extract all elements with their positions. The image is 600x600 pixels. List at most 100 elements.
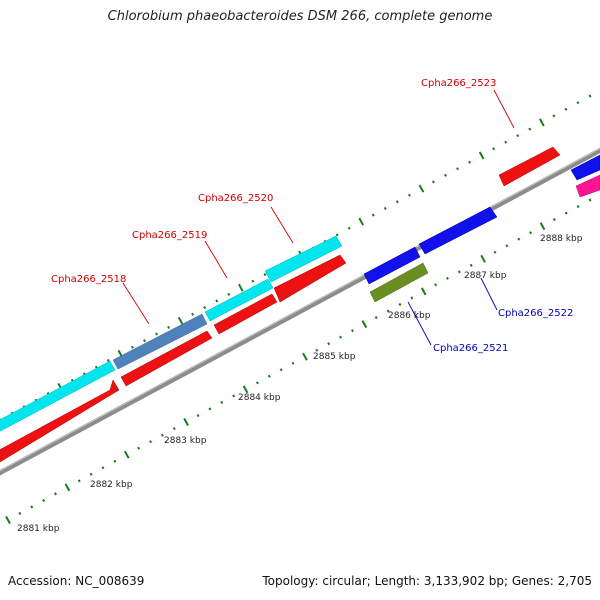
gene-feature-magenta[interactable] [575,174,600,198]
inner-major-tick [242,385,249,394]
kbp-label-2881: 2881 kbp [17,524,60,534]
outer-minor-tick [191,312,195,316]
inner-minor-tick [374,316,378,320]
outer-minor-tick [444,173,447,177]
gene-feature-cyan-2[interactable] [204,278,274,322]
kbp-label-2888: 2888 kbp [540,234,583,244]
inner-minor-tick [469,263,473,267]
gene-feature-blue-2[interactable] [418,206,498,255]
outer-minor-tick [203,306,207,310]
gene-label-2518[interactable]: Cpha266_2518 [51,274,126,285]
label-leaders [122,89,515,346]
inner-minor-tick [137,446,141,450]
inner-minor-tick [410,296,414,300]
inner-minor-tick [279,368,283,372]
gene-feature-cyan-3[interactable] [264,235,343,283]
inner-major-tick [361,320,368,329]
gene-label-2523[interactable]: Cpha266_2523 [421,78,496,89]
inner-tick-row [5,198,592,524]
leader-2519 [204,240,228,279]
kbp-label-2883: 2883 kbp [164,436,207,446]
outer-minor-tick [143,339,146,343]
inner-minor-tick [351,329,354,333]
outer-minor-tick [335,233,339,237]
inner-major-tick [123,450,130,459]
outer-minor-tick [504,140,508,144]
kbp-label-2885: 2885 kbp [313,352,356,362]
accession-text: Accession: NC_008639 [8,574,145,588]
outer-major-tick [418,184,425,193]
inner-minor-tick [588,198,592,202]
outer-minor-tick [131,345,134,349]
gene-feature-blue-3[interactable] [570,154,600,181]
gene-features [0,146,600,465]
outer-minor-tick [516,134,520,138]
inner-minor-tick [149,440,152,444]
inner-minor-tick [267,374,271,378]
outer-minor-tick [395,200,399,204]
inner-major-tick [64,483,71,492]
inner-minor-tick [517,237,521,241]
outer-minor-tick [263,273,267,277]
inner-minor-tick [291,361,295,365]
inner-minor-tick [220,400,224,404]
leader-2521 [407,301,432,346]
inner-minor-tick [89,472,93,476]
outer-minor-tick [106,358,110,362]
outer-minor-tick [251,279,255,283]
outer-major-tick [539,118,545,127]
outer-minor-tick [468,160,472,164]
genome-backbone [0,147,600,476]
gene-feature-red-2[interactable] [120,330,213,387]
inner-minor-tick [434,283,438,287]
inner-minor-tick [327,342,331,346]
inner-major-tick [5,516,11,524]
gene-label-2519[interactable]: Cpha266_2519 [132,230,207,241]
inner-minor-tick [457,270,461,274]
inner-minor-tick [339,335,342,339]
kbp-label-2886: 2886 kbp [388,311,431,321]
inner-minor-tick [446,276,449,280]
inner-major-tick [302,352,308,361]
inner-minor-tick [196,414,200,418]
gene-feature-red-1[interactable] [0,379,120,465]
inner-minor-tick [77,479,81,483]
inner-minor-tick [256,381,259,385]
inner-minor-tick [18,511,22,515]
gene-label-2521[interactable]: Cpha266_2521 [433,343,508,354]
gene-label-2522[interactable]: Cpha266_2522 [498,308,573,319]
inner-minor-tick [54,492,57,496]
leader-2520 [270,206,294,244]
inner-minor-tick [576,205,580,209]
genome-summary-text: Topology: circular; Length: 3,133,902 bp… [262,574,592,588]
inner-minor-tick [493,250,497,254]
inner-minor-tick [208,407,212,411]
outer-minor-tick [227,292,231,296]
leader-2522 [480,277,498,311]
inner-minor-tick [315,348,319,352]
gene-feature-olive[interactable] [369,262,429,303]
gene-feature-steelblue[interactable] [112,313,208,370]
inner-minor-tick [398,302,402,306]
outer-minor-tick [432,180,435,184]
outer-minor-tick [564,107,568,111]
gene-feature-cyan-1[interactable] [0,360,116,434]
outer-major-tick [358,217,364,226]
gene-feature-red-3[interactable] [213,293,278,335]
leader-2518 [122,282,150,325]
leader-2523 [493,89,515,129]
inner-minor-tick [42,498,46,502]
inner-major-tick [420,287,427,296]
inner-minor-tick [564,211,568,215]
outer-minor-tick [492,147,496,151]
gene-feature-red-5[interactable] [498,146,561,187]
gene-feature-red-4[interactable] [273,254,347,303]
kbp-label-2882: 2882 kbp [90,480,133,490]
inner-minor-tick [101,466,105,470]
genome-backbone-highlight [0,147,600,472]
inner-minor-tick [113,459,117,463]
gene-feature-blue-1[interactable] [363,246,421,285]
inner-minor-tick [386,309,390,313]
outer-minor-tick [167,325,170,329]
gene-label-2520[interactable]: Cpha266_2520 [198,193,273,204]
